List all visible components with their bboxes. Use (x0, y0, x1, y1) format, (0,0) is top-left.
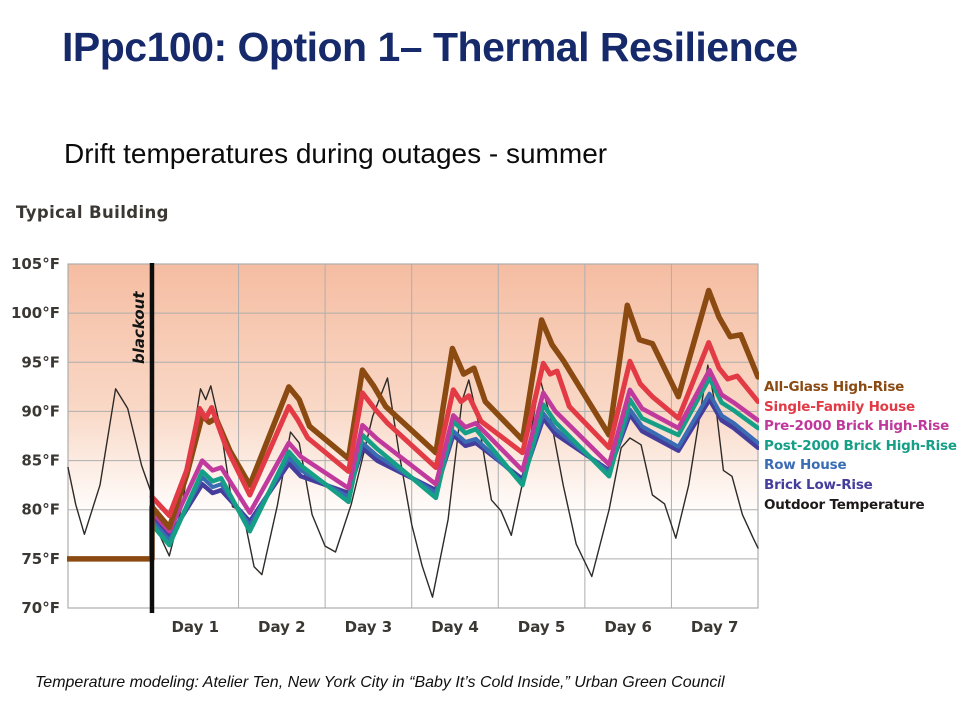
page-title: IPpc100: Option 1– Thermal Resilience (62, 24, 798, 70)
legend-item-single-family-house: Single-Family House (764, 398, 915, 415)
y-tick-label: 70°F (21, 599, 60, 617)
legend-item-outdoor-temperature: Outdoor Temperature (764, 496, 925, 513)
x-day-label: Day 6 (604, 618, 652, 636)
series-line-pre-2000-brick-high-rise (149, 367, 759, 534)
y-tick-label: 75°F (21, 550, 60, 568)
series-line-all-glass-high-rise (67, 287, 759, 562)
x-day-label: Day 4 (431, 618, 479, 636)
y-tick-label: 95°F (21, 353, 60, 371)
legend-item-pre-2000-brick-high-rise: Pre-2000 Brick High-Rise (764, 418, 950, 435)
legend-item-brick-low-rise: Brick Low-Rise (764, 476, 873, 493)
y-tick-label: 80°F (21, 501, 60, 519)
plot-border (67, 263, 759, 609)
legend-item-post-2000-brick-high-rise: Post-2000 Brick High-Rise (764, 437, 957, 454)
legend-item-row-house: Row House (764, 457, 847, 474)
legend-item-all-glass-high-rise: All-Glass High-Rise (764, 379, 905, 395)
chart-legend: All-Glass High-Rise Single-Family House Pr… (764, 378, 957, 515)
footer-credit: Temperature modeling: Atelier Ten, New Y… (35, 674, 725, 691)
y-tick-label: 100°F (11, 304, 60, 322)
series-line-brick-low-rise (149, 397, 759, 540)
y-tick-label: 105°F (11, 255, 60, 273)
chart-title: Typical Building (16, 203, 169, 222)
series-line-post-2000-brick-high-rise (149, 375, 759, 548)
y-tick-label: 85°F (21, 452, 60, 470)
series-line-single-family-house (149, 340, 759, 519)
x-day-label: Day 5 (518, 618, 566, 636)
page-subtitle: Drift temperatures during outages - summ… (64, 138, 608, 169)
x-day-label: Day 7 (691, 618, 739, 636)
x-day-label: Day 3 (345, 618, 393, 636)
y-tick-label: 90°F (21, 402, 60, 420)
x-day-label: Day 1 (171, 618, 219, 636)
plot-background (68, 264, 758, 608)
blackout-label: blackout (130, 291, 148, 364)
x-day-label: Day 2 (258, 618, 306, 636)
temperature-chart: blackout 105°F 100°F 95°F 90°F 85°F 80°F 75°F 70… (11, 255, 759, 636)
